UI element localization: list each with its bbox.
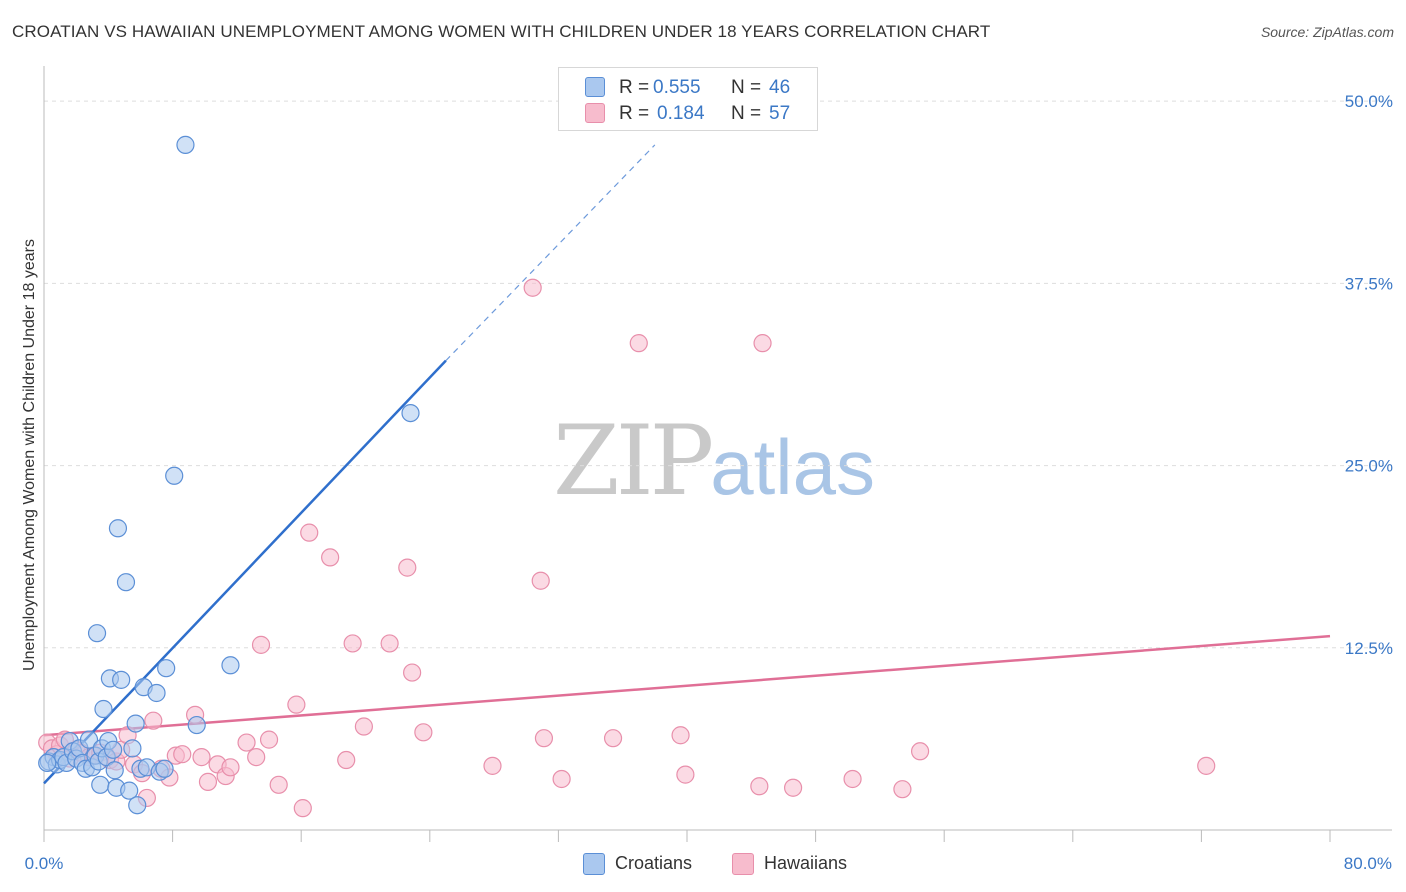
hawaiians-point xyxy=(251,635,271,654)
croatians-point xyxy=(157,659,176,678)
croatians-point xyxy=(112,670,131,689)
hawaiians-point xyxy=(414,723,433,742)
hawaiians-point xyxy=(534,729,554,748)
croatians-point xyxy=(94,699,113,719)
hawaiians-point xyxy=(237,733,256,752)
croatians-point xyxy=(38,753,57,773)
chart-title: CROATIAN VS HAWAIIAN UNEMPLOYMENT AMONG … xyxy=(12,22,991,41)
hawaiians-point xyxy=(531,571,550,590)
hawaiians-point xyxy=(483,756,502,775)
hawaiians-point xyxy=(354,717,373,736)
y-tick-label: 50.0% xyxy=(1345,92,1393,111)
croatians-point xyxy=(79,730,99,749)
hawaiians-point xyxy=(783,778,803,797)
croatians-point xyxy=(108,519,128,538)
croatians-point xyxy=(128,796,147,815)
hawaiians-point xyxy=(398,558,417,577)
grid-layer xyxy=(44,100,1392,649)
hawaiians-point xyxy=(198,772,218,791)
hawaiians-point xyxy=(259,730,279,749)
correlation-legend: R = 0.555 N = 46 R = 0.184 N = 57 xyxy=(558,67,818,131)
legend-n-value: 57 xyxy=(769,103,791,124)
hawaiians-point xyxy=(173,745,192,764)
hawaiians-point xyxy=(221,758,240,777)
croatians-point xyxy=(126,714,145,733)
hawaiians-point xyxy=(321,548,340,567)
axis-layer xyxy=(43,66,1392,842)
croatians-point xyxy=(87,624,107,643)
legend-r-label: R = xyxy=(619,103,650,124)
hawaiians-point xyxy=(269,775,288,794)
legend-r-value: 0.555 xyxy=(653,77,701,98)
points-layer xyxy=(38,135,1216,818)
hawaiians-point xyxy=(403,663,422,682)
y-tick-label: 37.5% xyxy=(1345,274,1393,293)
hawaiians-point xyxy=(603,729,623,748)
croatians-legend-swatch xyxy=(583,853,605,875)
hawaiians-point xyxy=(247,748,266,767)
hawaiians-point xyxy=(300,523,319,542)
source-label: Source: ZipAtlas.com xyxy=(1260,24,1394,40)
croatians-swatch xyxy=(585,77,605,97)
croatians-point xyxy=(187,715,206,735)
legend-r-label: R = xyxy=(619,77,650,98)
hawaiians-legend-label: Hawaiians xyxy=(764,853,848,873)
croatians-point xyxy=(165,466,184,485)
y-tick-label: 25.0% xyxy=(1345,457,1393,476)
hawaiians-point xyxy=(671,726,690,745)
croatians-point xyxy=(120,781,139,800)
hawaiians-point xyxy=(293,799,312,818)
hawaiians-point xyxy=(676,765,695,784)
hawaiians-point xyxy=(753,334,772,353)
croatians-point xyxy=(221,656,240,675)
trend-layer xyxy=(43,144,1331,785)
watermark-atlas: atlas xyxy=(710,423,875,511)
hawaiians-point xyxy=(552,769,571,789)
legend-n-label: N = xyxy=(731,103,762,124)
croatians-point xyxy=(123,739,142,758)
hawaiians-point xyxy=(192,748,211,767)
croatians-trendline-extension xyxy=(445,144,656,362)
hawaiians-point xyxy=(750,777,769,796)
croatians-legend-label: Croatians xyxy=(615,853,693,873)
croatians-point xyxy=(147,683,166,703)
hawaiians-trendline xyxy=(43,634,1331,737)
x-tick-label: 80.0% xyxy=(1344,854,1392,873)
croatians-point xyxy=(176,135,195,154)
legend-n-value: 46 xyxy=(769,77,791,98)
hawaiians-point xyxy=(343,634,362,653)
croatians-point xyxy=(401,404,420,423)
croatians-point xyxy=(91,775,110,794)
hawaiians-point xyxy=(380,634,399,653)
tick-label-layer: 12.5% 25.0% 37.5% 50.0% 0.0% 80.0% xyxy=(25,92,1393,873)
hawaiians-point xyxy=(1197,756,1216,775)
hawaiians-legend-swatch xyxy=(732,853,754,875)
croatians-point xyxy=(155,759,174,778)
hawaiians-point xyxy=(910,742,930,761)
hawaiians-point xyxy=(523,278,542,297)
croatians-point xyxy=(116,573,136,592)
legend-r-value: 0.184 xyxy=(657,103,705,124)
hawaiians-point xyxy=(144,711,163,730)
y-tick-label: 12.5% xyxy=(1345,639,1393,658)
x-tick-label: 0.0% xyxy=(25,854,64,873)
croatians-point xyxy=(104,740,123,759)
watermark-zip: ZIP xyxy=(553,405,714,517)
hawaiians-point xyxy=(893,780,912,799)
hawaiians-point xyxy=(843,769,862,789)
hawaiians-point xyxy=(629,334,648,353)
watermark: ZIPatlas xyxy=(553,405,875,517)
hawaiians-point xyxy=(287,695,306,714)
croatians-point xyxy=(105,761,124,780)
y-axis-label: Unemployment Among Women with Children U… xyxy=(21,239,38,671)
hawaiians-point xyxy=(337,750,356,770)
hawaiians-swatch xyxy=(585,103,605,123)
legend-n-label: N = xyxy=(731,77,762,98)
